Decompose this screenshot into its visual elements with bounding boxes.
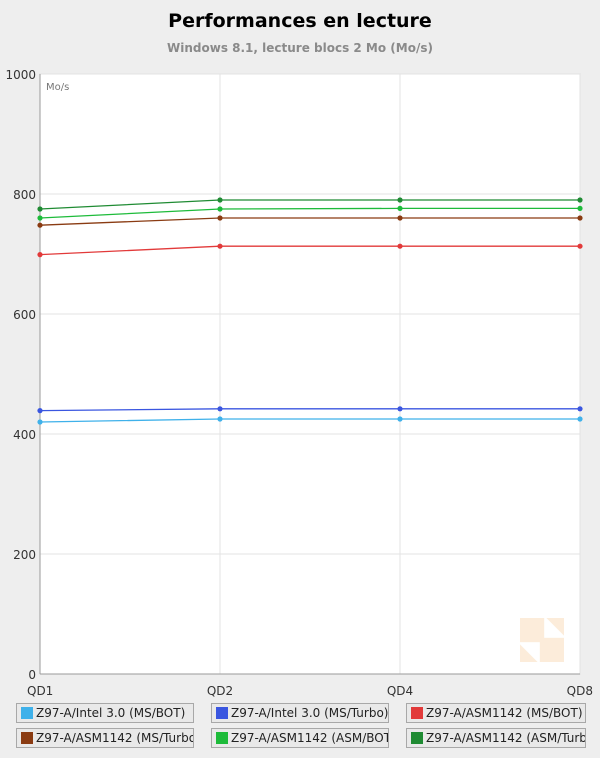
y-tick-label: 0 <box>28 668 36 682</box>
data-point <box>37 222 43 228</box>
series-line <box>39 207 580 219</box>
data-point <box>577 243 583 249</box>
data-point <box>37 206 43 212</box>
legend-swatch <box>216 707 228 719</box>
legend-label: Z97-A/ASM1142 (MS/Turbo) <box>36 731 194 745</box>
legend-item[interactable]: Z97-A/ASM1142 (ASM/BOT) <box>211 728 389 748</box>
unit-label: Mo/s <box>46 82 69 93</box>
x-tick-label: QD8 <box>567 684 593 698</box>
data-point <box>577 215 583 221</box>
legend-swatch <box>411 707 423 719</box>
line-chart: 0 200 400 600 800 1000 QD1 QD2 QD4 QD8 Mo/s <box>5 68 593 698</box>
legend-item[interactable]: Z97-A/Intel 3.0 (MS/Turbo) <box>211 703 389 723</box>
plot-area <box>39 73 581 675</box>
x-tick-label: QD4 <box>387 684 413 698</box>
data-point <box>397 205 403 211</box>
data-point <box>397 215 403 221</box>
legend-swatch <box>21 732 33 744</box>
data-point <box>217 243 223 249</box>
data-point <box>37 215 43 221</box>
y-tick-label: 600 <box>13 308 36 322</box>
data-point <box>397 416 403 422</box>
data-point <box>397 406 403 412</box>
data-point <box>217 197 223 203</box>
data-point <box>397 197 403 203</box>
series-line <box>39 245 580 256</box>
legend-label: Z97-A/ASM1142 (MS/BOT) <box>426 706 583 720</box>
series-line <box>39 418 580 423</box>
watermark-logo <box>520 618 564 662</box>
x-tick-label: QD2 <box>207 684 233 698</box>
legend-label: Z97-A/ASM1142 (ASM/BOT) <box>231 731 389 745</box>
series-line <box>39 217 580 226</box>
chart-subtitle: Windows 8.1, lecture blocs 2 Mo (Mo/s) <box>167 41 433 55</box>
data-point <box>37 419 43 425</box>
data-point <box>577 205 583 211</box>
y-tick-label: 1000 <box>5 68 36 82</box>
legend-item[interactable]: Z97-A/ASM1142 (MS/BOT) <box>406 703 586 723</box>
data-point <box>217 406 223 412</box>
legend-item[interactable]: Z97-A/Intel 3.0 (MS/BOT) <box>16 703 194 723</box>
legend-swatch <box>411 732 423 744</box>
data-point <box>397 243 403 249</box>
legend-swatch <box>21 707 33 719</box>
data-point <box>577 416 583 422</box>
data-point <box>577 197 583 203</box>
y-tick-label: 800 <box>13 188 36 202</box>
data-point <box>577 406 583 412</box>
legend-item[interactable]: Z97-A/ASM1142 (ASM/Turbo) <box>406 728 586 748</box>
legend-swatch <box>216 732 228 744</box>
y-tick-label: 400 <box>13 428 36 442</box>
series-line <box>39 408 580 412</box>
series-line <box>39 199 580 210</box>
chart-title: Performances en lecture <box>168 10 432 32</box>
data-point <box>37 408 43 414</box>
data-point <box>217 416 223 422</box>
y-tick-label: 200 <box>13 548 36 562</box>
legend-item[interactable]: Z97-A/ASM1142 (MS/Turbo) <box>16 728 194 748</box>
data-point <box>217 206 223 212</box>
legend-label: Z97-A/Intel 3.0 (MS/BOT) <box>36 706 186 720</box>
data-point <box>37 252 43 258</box>
legend-label: Z97-A/ASM1142 (ASM/Turbo) <box>426 731 586 745</box>
legend-label: Z97-A/Intel 3.0 (MS/Turbo) <box>231 706 389 720</box>
x-tick-label: QD1 <box>27 684 53 698</box>
data-point <box>217 215 223 221</box>
